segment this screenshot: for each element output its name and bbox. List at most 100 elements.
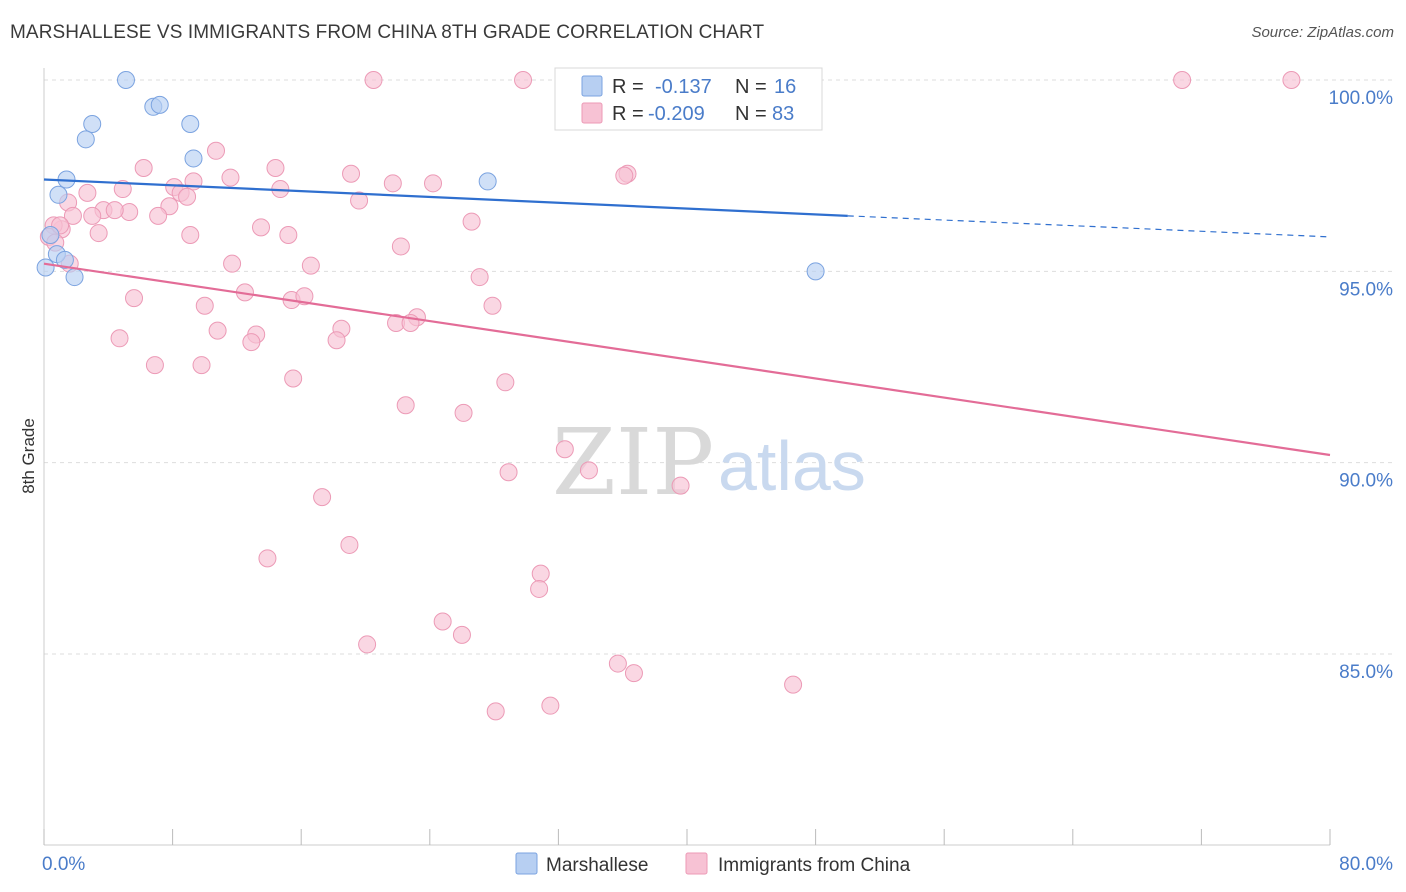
china-point [624,664,643,683]
y-tick-label: 85.0% [1339,662,1393,683]
china-point [145,356,164,375]
series-immigrants-from-china-points [39,71,1301,721]
china-point [258,549,277,568]
china-point [342,164,361,183]
marshallese-point [36,258,55,277]
marshallese-point [116,71,135,89]
marshallese-point [150,95,169,114]
china-point [514,71,533,89]
legend-n-label-marshallese: N = [735,76,767,98]
series-legend-swatch-marshallese [515,852,538,875]
china-point [327,331,346,350]
china-point [483,296,502,315]
legend-swatch-marshallese [581,75,603,97]
china-point [496,373,515,392]
china-point [192,356,211,375]
china-point [541,696,560,715]
series-legend: Marshallese Immigrants from China [515,852,911,876]
chart-source: Source: ZipAtlas.com [1251,24,1394,41]
china-point [358,635,377,654]
legend-r-label-china: R = [612,103,644,125]
trend-lines [43,178,1331,457]
china-point [149,206,168,225]
china-point [615,166,634,185]
china-point [396,396,415,415]
grid-lines [44,79,1392,655]
watermark-zip: ZIP [552,409,714,516]
china-point [555,440,574,459]
china-point [531,564,550,583]
china-point [433,612,452,631]
china-point [1282,71,1301,89]
china-point [279,225,298,244]
china-point [113,180,132,199]
chart-title: MARSHALLESE VS IMMIGRANTS FROM CHINA 8TH… [10,22,765,43]
china-point [134,159,153,178]
correlation-legend: R = -0.137 N = 16 R = -0.209 N = 83 [554,67,823,131]
china-point [784,675,803,694]
china-point [499,463,518,482]
marshallese-point [181,115,200,134]
china-point [195,296,214,315]
china-point [221,168,240,187]
legend-swatch-china [581,102,603,124]
china-point [301,256,320,275]
china-point [462,212,481,231]
china-point [63,206,82,225]
china-point [110,329,129,348]
china-point [1173,71,1192,89]
china-point [78,183,97,202]
y-tick-label: 90.0% [1339,471,1393,492]
china-point [454,403,473,422]
china-point [242,333,261,352]
china-point [223,254,242,273]
legend-r-value-china: -0.209 [648,103,705,125]
x-tick-label-max: 80.0% [1339,854,1393,875]
trend-line-china [43,262,1331,457]
china-point [295,287,314,306]
china-point [313,488,332,507]
china-point [671,476,690,495]
y-tick-label: 100.0% [1329,88,1394,109]
series-legend-swatch-china [685,852,708,875]
china-point [207,141,226,160]
china-point [125,289,144,308]
y-tick-label: 95.0% [1339,279,1393,300]
trend-line-marshallese [43,178,848,217]
marshallese-point [76,130,95,149]
china-point [89,224,108,243]
series-legend-label-marshallese: Marshallese [546,855,648,876]
china-point [391,237,410,256]
china-point [181,225,200,244]
china-point [178,187,197,206]
y-axis-label: 8th Grade [19,418,38,494]
china-point [266,159,285,178]
china-point [452,625,471,644]
marshallese-point [49,185,68,204]
marshallese-point [41,225,60,244]
china-point [424,174,443,193]
china-point [579,461,598,480]
china-point [530,579,549,598]
china-point [364,71,383,89]
china-point [608,654,627,673]
y-tick-labels: 85.0% 90.0% 95.0% 100.0% [1329,88,1394,683]
china-point [486,702,505,721]
china-point [340,535,359,554]
marshallese-point [65,268,84,287]
china-point [252,218,271,237]
china-point [83,206,102,225]
legend-n-value-china: 83 [772,103,794,125]
watermark-atlas: atlas [718,427,866,505]
china-point [470,268,489,287]
china-point [383,174,402,193]
x-tick-label-min: 0.0% [42,854,85,875]
legend-n-label-china: N = [735,103,767,125]
marshallese-point [55,250,74,269]
china-point [105,201,124,220]
marshallese-point [478,172,497,191]
marshallese-point [184,149,203,168]
trend-line-marshallese-extrapolated [847,215,1331,238]
legend-r-value-marshallese: -0.137 [655,76,712,98]
